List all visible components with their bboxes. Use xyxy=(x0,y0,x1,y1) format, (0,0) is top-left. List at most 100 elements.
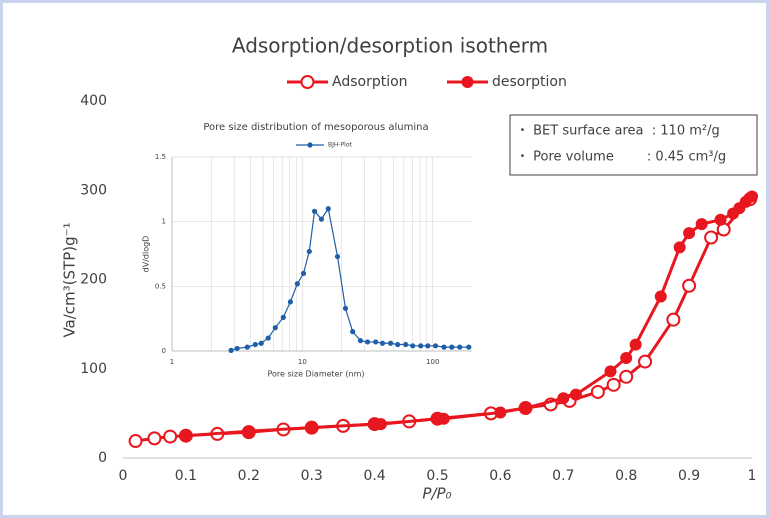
marker xyxy=(654,290,667,303)
marker xyxy=(342,305,349,311)
x-tick-label: 0.3 xyxy=(301,468,323,484)
y-tick-label: 1.5 xyxy=(155,153,166,161)
annotation-box xyxy=(509,114,758,176)
y-tick-label: 200 xyxy=(80,272,107,288)
marker xyxy=(379,340,386,346)
marker xyxy=(410,343,416,349)
legend-marker xyxy=(300,75,315,89)
marker xyxy=(604,365,617,378)
marker xyxy=(629,338,642,351)
y-axis-label: Va/cm³(STP)g⁻¹ xyxy=(61,222,79,337)
marker xyxy=(364,339,371,345)
marker xyxy=(557,392,570,405)
legend-marker xyxy=(307,142,313,148)
legend-label: Adsorption xyxy=(332,74,408,90)
marker xyxy=(305,421,318,434)
marker xyxy=(147,431,162,446)
marker xyxy=(457,344,463,350)
marker xyxy=(666,312,681,327)
marker xyxy=(673,241,686,254)
x-tick-label: 0.9 xyxy=(678,468,700,484)
inset-y-axis-label: dV/dlogD xyxy=(142,236,151,273)
x-tick-label: 0.6 xyxy=(489,468,511,484)
marker xyxy=(374,418,387,431)
marker xyxy=(294,281,300,287)
marker xyxy=(746,190,758,203)
annotation: ・ BET surface area : 110 m²/g xyxy=(516,124,720,139)
marker xyxy=(280,314,286,320)
marker xyxy=(388,340,394,346)
marker xyxy=(325,206,331,212)
marker xyxy=(128,434,143,449)
y-tick-label: 0.5 xyxy=(155,282,166,290)
marker xyxy=(441,344,447,350)
x-tick-label: 100 xyxy=(426,358,439,366)
legend-label: BJH-Plot xyxy=(328,142,353,149)
marker xyxy=(318,216,325,222)
marker xyxy=(265,335,271,341)
x-tick-label: 0.4 xyxy=(363,468,385,484)
marker xyxy=(466,344,472,350)
inset-title: Pore size distribution of mesoporous alu… xyxy=(203,122,428,133)
marker xyxy=(395,341,401,348)
marker xyxy=(682,278,697,293)
marker xyxy=(695,218,708,231)
inset-panel xyxy=(158,112,484,382)
marker xyxy=(425,343,431,349)
marker xyxy=(350,329,356,335)
marker xyxy=(242,425,255,438)
marker xyxy=(373,339,379,345)
marker xyxy=(272,325,278,331)
marker xyxy=(704,230,719,245)
y-tick-label: 300 xyxy=(80,182,107,198)
x-axis-label: P/P₀ xyxy=(422,485,451,503)
y-tick-label: 0 xyxy=(162,347,166,355)
marker xyxy=(432,343,439,349)
marker xyxy=(714,213,727,226)
marker xyxy=(437,412,450,425)
x-tick-label: 0.5 xyxy=(426,468,448,484)
marker xyxy=(519,402,532,415)
legend-marker xyxy=(461,76,474,88)
legend-label: desorption xyxy=(492,74,567,90)
marker xyxy=(179,429,192,442)
marker xyxy=(619,369,634,384)
marker xyxy=(590,384,605,399)
chart-title: Adsorption/desorption isotherm xyxy=(232,34,548,58)
marker xyxy=(606,377,621,392)
marker xyxy=(403,341,409,348)
y-tick-label: 0 xyxy=(98,450,107,466)
marker xyxy=(228,347,234,353)
x-tick-label: 10 xyxy=(298,358,307,366)
inset-x-axis-label: Pore size Diameter (nm) xyxy=(267,370,364,379)
y-tick-label: 400 xyxy=(80,93,107,109)
marker xyxy=(569,388,582,401)
marker xyxy=(234,345,240,352)
x-tick-label: 0.2 xyxy=(238,468,260,484)
marker xyxy=(620,352,633,365)
x-tick-label: 0.1 xyxy=(175,468,197,484)
marker xyxy=(494,406,507,419)
annotation: ・ Pore volume : 0.45 cm³/g xyxy=(516,150,726,165)
marker xyxy=(306,248,312,255)
marker xyxy=(252,341,258,348)
marker xyxy=(683,227,696,240)
x-tick-label: 0 xyxy=(119,468,128,484)
marker xyxy=(163,429,178,444)
marker xyxy=(357,338,364,344)
x-tick-label: 1 xyxy=(170,358,174,366)
y-tick-label: 100 xyxy=(80,361,107,377)
marker xyxy=(638,354,653,369)
marker xyxy=(300,270,307,276)
marker xyxy=(244,344,250,350)
y-tick-label: 1 xyxy=(162,218,166,226)
marker xyxy=(449,344,455,350)
marker xyxy=(311,208,318,214)
marker xyxy=(334,253,341,260)
marker xyxy=(418,343,424,349)
marker xyxy=(287,299,293,305)
x-tick-label: 1 xyxy=(748,468,757,484)
x-tick-label: 0.8 xyxy=(615,468,637,484)
marker xyxy=(258,340,264,346)
x-tick-label: 0.7 xyxy=(552,468,574,484)
